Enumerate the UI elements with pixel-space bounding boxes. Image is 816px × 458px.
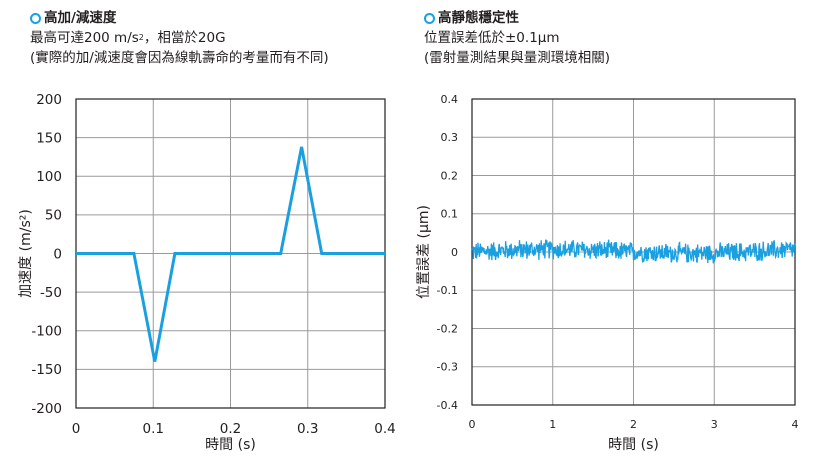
y-tick-label: 0.1 <box>441 208 459 221</box>
x-tick-label: 0.4 <box>374 421 395 437</box>
acceleration-note: (實際的加/減速度會因為線軌壽命的考量而有不同) <box>30 50 329 66</box>
y-tick-label: 100 <box>36 169 62 185</box>
y-tick-label: 150 <box>36 130 62 146</box>
y-tick-label: 50 <box>45 208 62 224</box>
x-tick-label: 2 <box>630 418 637 431</box>
acceleration-spec-prefix: 最高可達200 m/s <box>30 30 139 46</box>
position-error-panel: 高靜態穩定性 位置誤差低於±0.1μm (雷射量測結果與量測環境相關) 0.4 0… <box>408 0 816 458</box>
y-tick-label: -200 <box>31 401 62 417</box>
position-error-header: 高靜態穩定性 位置誤差低於±0.1μm (雷射量測結果與量測環境相關) <box>424 8 610 68</box>
y-tick-label: 0 <box>451 246 458 259</box>
position-error-note: (雷射量測結果與量測環境相關) <box>424 50 611 66</box>
x-tick-label: 0.1 <box>143 421 164 437</box>
acceleration-header: 高加/減速度 最高可達200 m/s 2 ，相當於20G (實際的加/減速度會因為線… <box>30 8 329 68</box>
acceleration-title: 高加/減速度 <box>44 10 117 26</box>
y-tick-label: -0.4 <box>437 399 458 412</box>
series-line <box>76 146 385 362</box>
acceleration-panel: 高加/減速度 最高可達200 m/s 2 ，相當於20G (實際的加/減速度會因為線… <box>0 0 400 458</box>
plot-frame <box>471 98 796 406</box>
position-error-spec: 位置誤差低於±0.1μm <box>424 30 560 46</box>
y-tick-label: 0.4 <box>441 93 459 106</box>
x-axis-title: 時間 (s) <box>608 437 659 453</box>
x-tick-label: 3 <box>711 418 718 431</box>
acceleration-spec-sup: 2 <box>138 33 144 42</box>
acceleration-chart: 200 150 100 50 0 -50 -100 -150 -200 0 0.1 0.2 0.3 0.4… <box>18 92 396 453</box>
y-tick-label: -0.2 <box>437 322 458 335</box>
y-tick-label: -100 <box>31 324 62 340</box>
x-tick-label: 0 <box>469 418 476 431</box>
x-tick-label: 1 <box>549 418 556 431</box>
y-tick-label: 200 <box>36 92 62 108</box>
x-tick-label: 0.3 <box>297 421 318 437</box>
y-axis-title: 加速度 (m/s²) <box>18 209 34 298</box>
x-tick-label: 0 <box>72 421 81 437</box>
position-error-title: 高靜態穩定性 <box>438 10 519 26</box>
y-tick-label: 0 <box>53 246 62 262</box>
circle-bullet-icon <box>30 12 41 24</box>
y-tick-label: 0.2 <box>441 169 459 182</box>
x-axis-title: 時間 (s) <box>205 437 256 453</box>
y-tick-label: -150 <box>31 362 62 378</box>
y-tick-label: -0.3 <box>437 361 458 374</box>
circle-bullet-icon <box>424 12 435 24</box>
acceleration-spec-line: 最高可達200 m/s 2 ，相當於20G <box>30 28 329 48</box>
series-line <box>471 239 796 264</box>
y-tick-label: 0.3 <box>441 131 459 144</box>
y-tick-label: -0.1 <box>437 284 458 297</box>
acceleration-spec-suffix: ，相當於20G <box>143 30 226 46</box>
position-error-chart: 0.4 0.3 0.2 0.1 0 -0.1 -0.2 -0.3 -0.4 0 1 2 3 4 時間 (s)… <box>416 93 799 453</box>
x-tick-label: 0.2 <box>220 421 241 437</box>
x-tick-label: 4 <box>792 418 799 431</box>
y-axis-title: 位置誤差 (μm) <box>416 205 432 299</box>
y-tick-label: -50 <box>40 285 62 301</box>
